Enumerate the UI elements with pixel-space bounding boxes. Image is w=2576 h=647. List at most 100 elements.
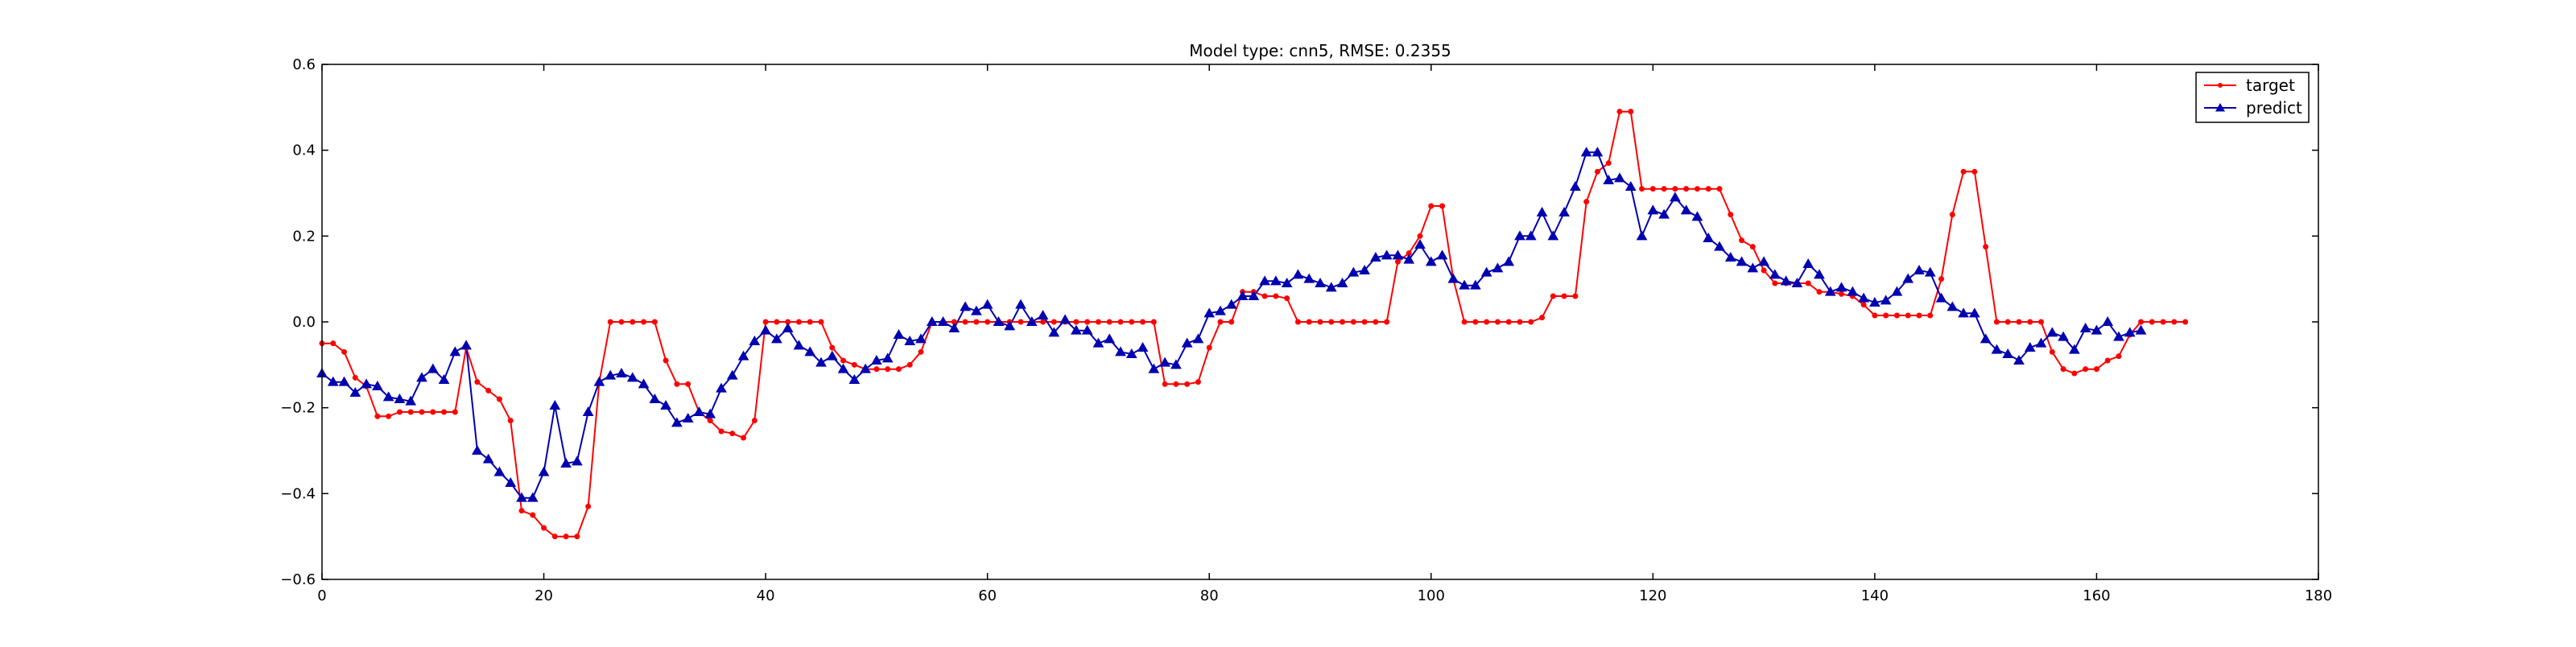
data-point-target — [2104, 357, 2111, 364]
data-point-target — [407, 409, 414, 415]
data-point-predict — [2035, 337, 2047, 348]
data-point-target — [2093, 366, 2099, 373]
data-point-target — [2038, 319, 2045, 325]
data-point-predict — [726, 369, 738, 380]
data-point-target — [1461, 319, 1468, 325]
data-point-target — [2160, 319, 2166, 325]
data-point-predict — [1015, 299, 1026, 309]
data-point-predict — [904, 335, 916, 345]
data-point-target — [607, 319, 613, 325]
legend-marker-predict — [2215, 103, 2225, 112]
data-point-predict — [1248, 290, 1260, 300]
data-point-predict — [804, 346, 816, 356]
data-point-predict — [737, 350, 749, 361]
chart-title: Model type: cnn5, RMSE: 0.2355 — [1189, 41, 1451, 60]
data-point-predict — [871, 354, 882, 365]
data-point-target — [1484, 319, 1490, 325]
x-tick-label: 100 — [1418, 587, 1445, 604]
data-point-predict — [1614, 172, 1625, 183]
data-point-target — [2071, 370, 2078, 377]
data-point-predict — [671, 417, 683, 427]
data-point-target — [1350, 319, 1356, 325]
data-point-predict — [2046, 327, 2058, 337]
y-tick-label: −0.2 — [280, 400, 316, 417]
data-point-target — [1649, 186, 1656, 192]
data-point-target — [507, 418, 514, 424]
data-point-predict — [1514, 230, 1525, 241]
data-point-predict — [1026, 315, 1038, 326]
data-point-predict — [1081, 324, 1093, 335]
data-point-predict — [1580, 146, 1592, 157]
data-point-target — [2004, 319, 2011, 325]
data-point-predict — [416, 372, 427, 382]
data-point-target — [1317, 319, 1323, 325]
data-point-predict — [2058, 331, 2069, 341]
data-point-predict — [605, 369, 617, 380]
data-point-target — [1184, 381, 1191, 387]
data-point-predict — [1603, 174, 1615, 184]
data-point-target — [1505, 319, 1512, 325]
data-point-target — [641, 319, 647, 325]
data-point-target — [530, 512, 536, 518]
data-point-predict — [1381, 249, 1393, 260]
y-tick-label: 0.4 — [292, 142, 316, 159]
data-point-target — [1683, 186, 1690, 192]
data-point-predict — [1170, 359, 1182, 369]
data-point-target — [441, 409, 448, 415]
data-point-target — [1927, 312, 1934, 319]
data-point-predict — [1558, 206, 1570, 216]
data-point-predict — [361, 378, 372, 389]
data-point-predict — [1125, 348, 1137, 358]
data-point-target — [341, 348, 348, 355]
data-point-predict — [1492, 262, 1504, 273]
data-point-predict — [1370, 251, 1381, 262]
data-point-predict — [1148, 363, 1160, 373]
data-point-predict — [1814, 269, 1825, 279]
data-point-target — [1117, 319, 1124, 325]
data-point-target — [1971, 168, 1978, 175]
data-point-predict — [472, 444, 483, 455]
data-point-target — [985, 319, 991, 325]
data-point-target — [1284, 295, 1290, 302]
data-point-predict — [616, 367, 627, 377]
data-point-target — [2083, 366, 2089, 373]
x-tick-label: 120 — [1639, 587, 1666, 604]
data-point-predict — [516, 492, 527, 502]
x-tick-label: 80 — [1200, 587, 1219, 604]
data-point-target — [762, 319, 769, 325]
data-point-predict — [1181, 337, 1193, 348]
data-point-target — [1749, 244, 1756, 250]
data-point-predict — [716, 382, 727, 393]
data-point-predict — [848, 373, 861, 384]
data-point-predict — [1225, 299, 1237, 309]
data-point-predict — [1747, 262, 1759, 273]
data-point-predict — [427, 363, 439, 373]
x-tick-label: 180 — [2305, 587, 2332, 604]
data-point-predict — [394, 393, 406, 403]
data-point-target — [1628, 109, 1634, 115]
data-point-predict — [1071, 324, 1082, 335]
data-point-predict — [1037, 309, 1049, 319]
data-point-predict — [881, 352, 894, 363]
data-point-target — [1439, 203, 1446, 209]
data-point-predict — [1137, 341, 1149, 352]
data-point-predict — [1703, 232, 1715, 242]
data-point-predict — [638, 378, 650, 389]
data-point-predict — [2013, 354, 2025, 365]
data-point-predict — [460, 340, 472, 350]
data-point-predict — [1547, 230, 1559, 241]
data-point-predict — [1203, 307, 1216, 318]
data-point-predict — [1403, 253, 1415, 264]
data-point-target — [2060, 366, 2066, 373]
data-point-predict — [1902, 273, 1914, 283]
data-point-target — [1328, 319, 1335, 325]
data-point-target — [663, 357, 669, 364]
y-tick-label: 0.0 — [292, 314, 316, 331]
data-point-target — [829, 344, 836, 351]
data-point-predict — [1769, 269, 1781, 279]
data-point-target — [1583, 199, 1590, 205]
data-point-predict — [1714, 241, 1725, 251]
data-point-target — [729, 431, 736, 437]
data-point-predict — [1624, 180, 1637, 191]
data-point-target — [1228, 319, 1235, 325]
